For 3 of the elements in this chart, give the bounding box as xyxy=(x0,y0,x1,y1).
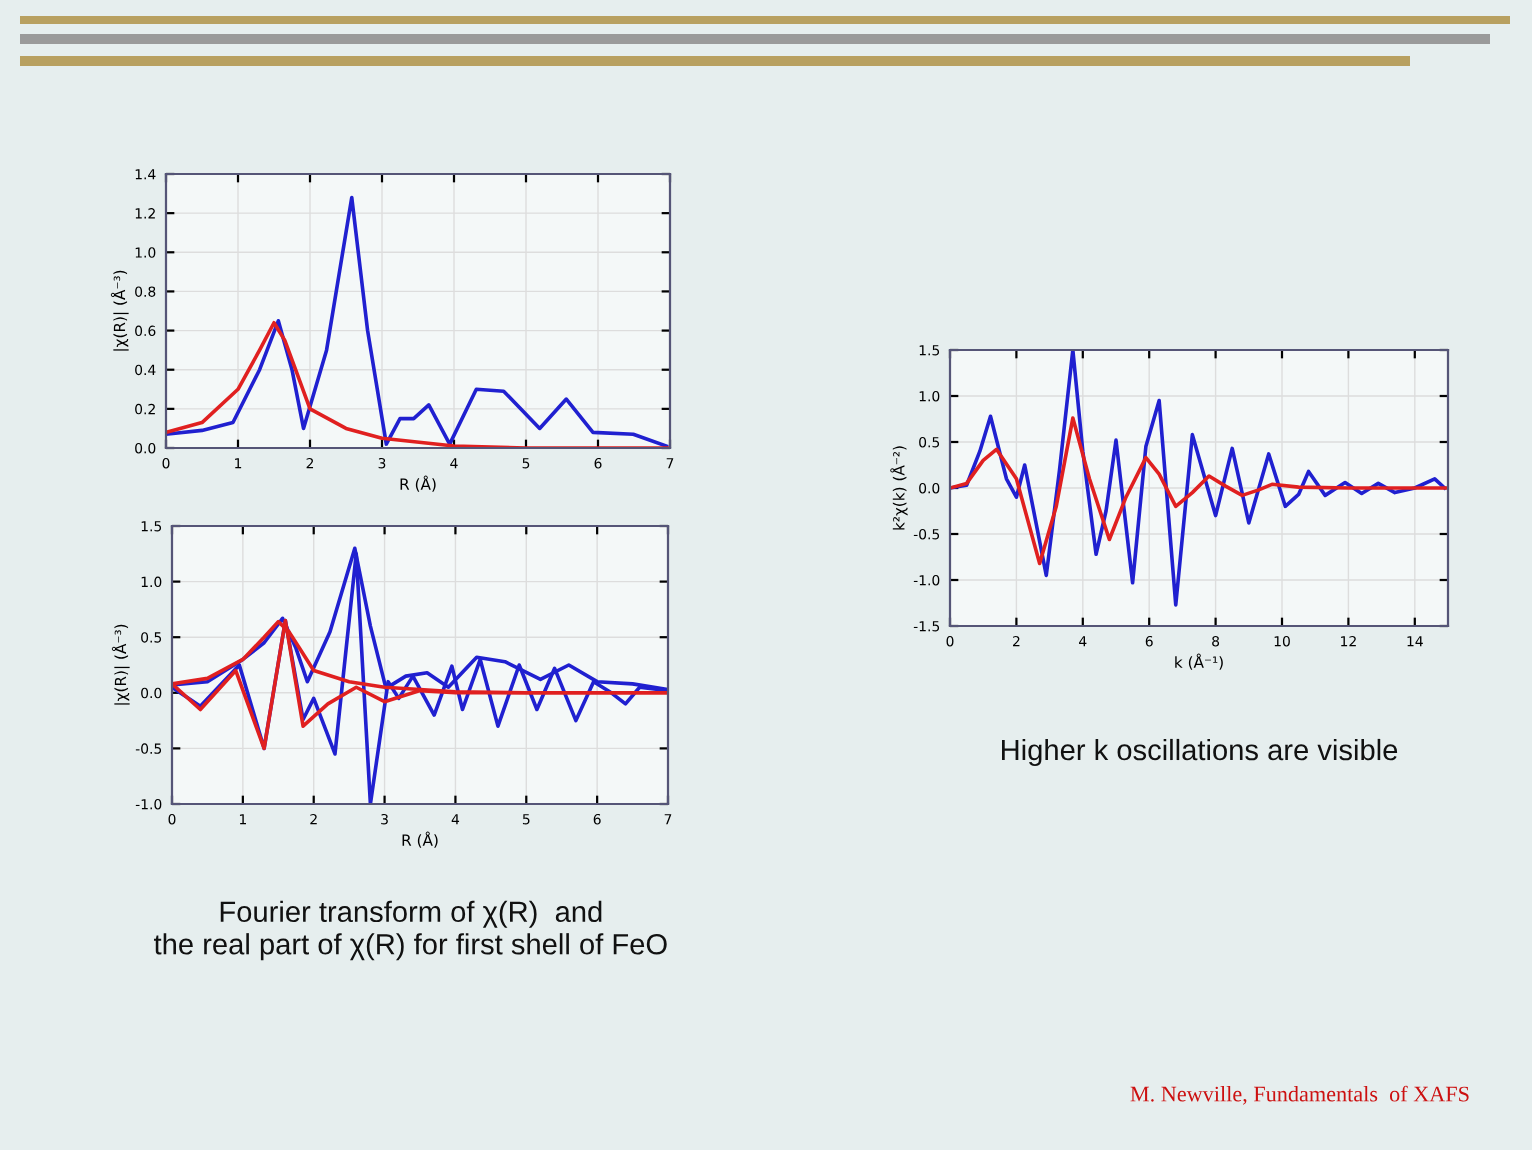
text: Higher k oscillations are visible xyxy=(1002,738,1398,767)
text: Fourier transform of χ(R) and the real part of χ(R) for first shell of FeO xyxy=(154,900,667,961)
text: M. Newville, Fundamentals of XAFS xyxy=(1130,1085,1469,1105)
